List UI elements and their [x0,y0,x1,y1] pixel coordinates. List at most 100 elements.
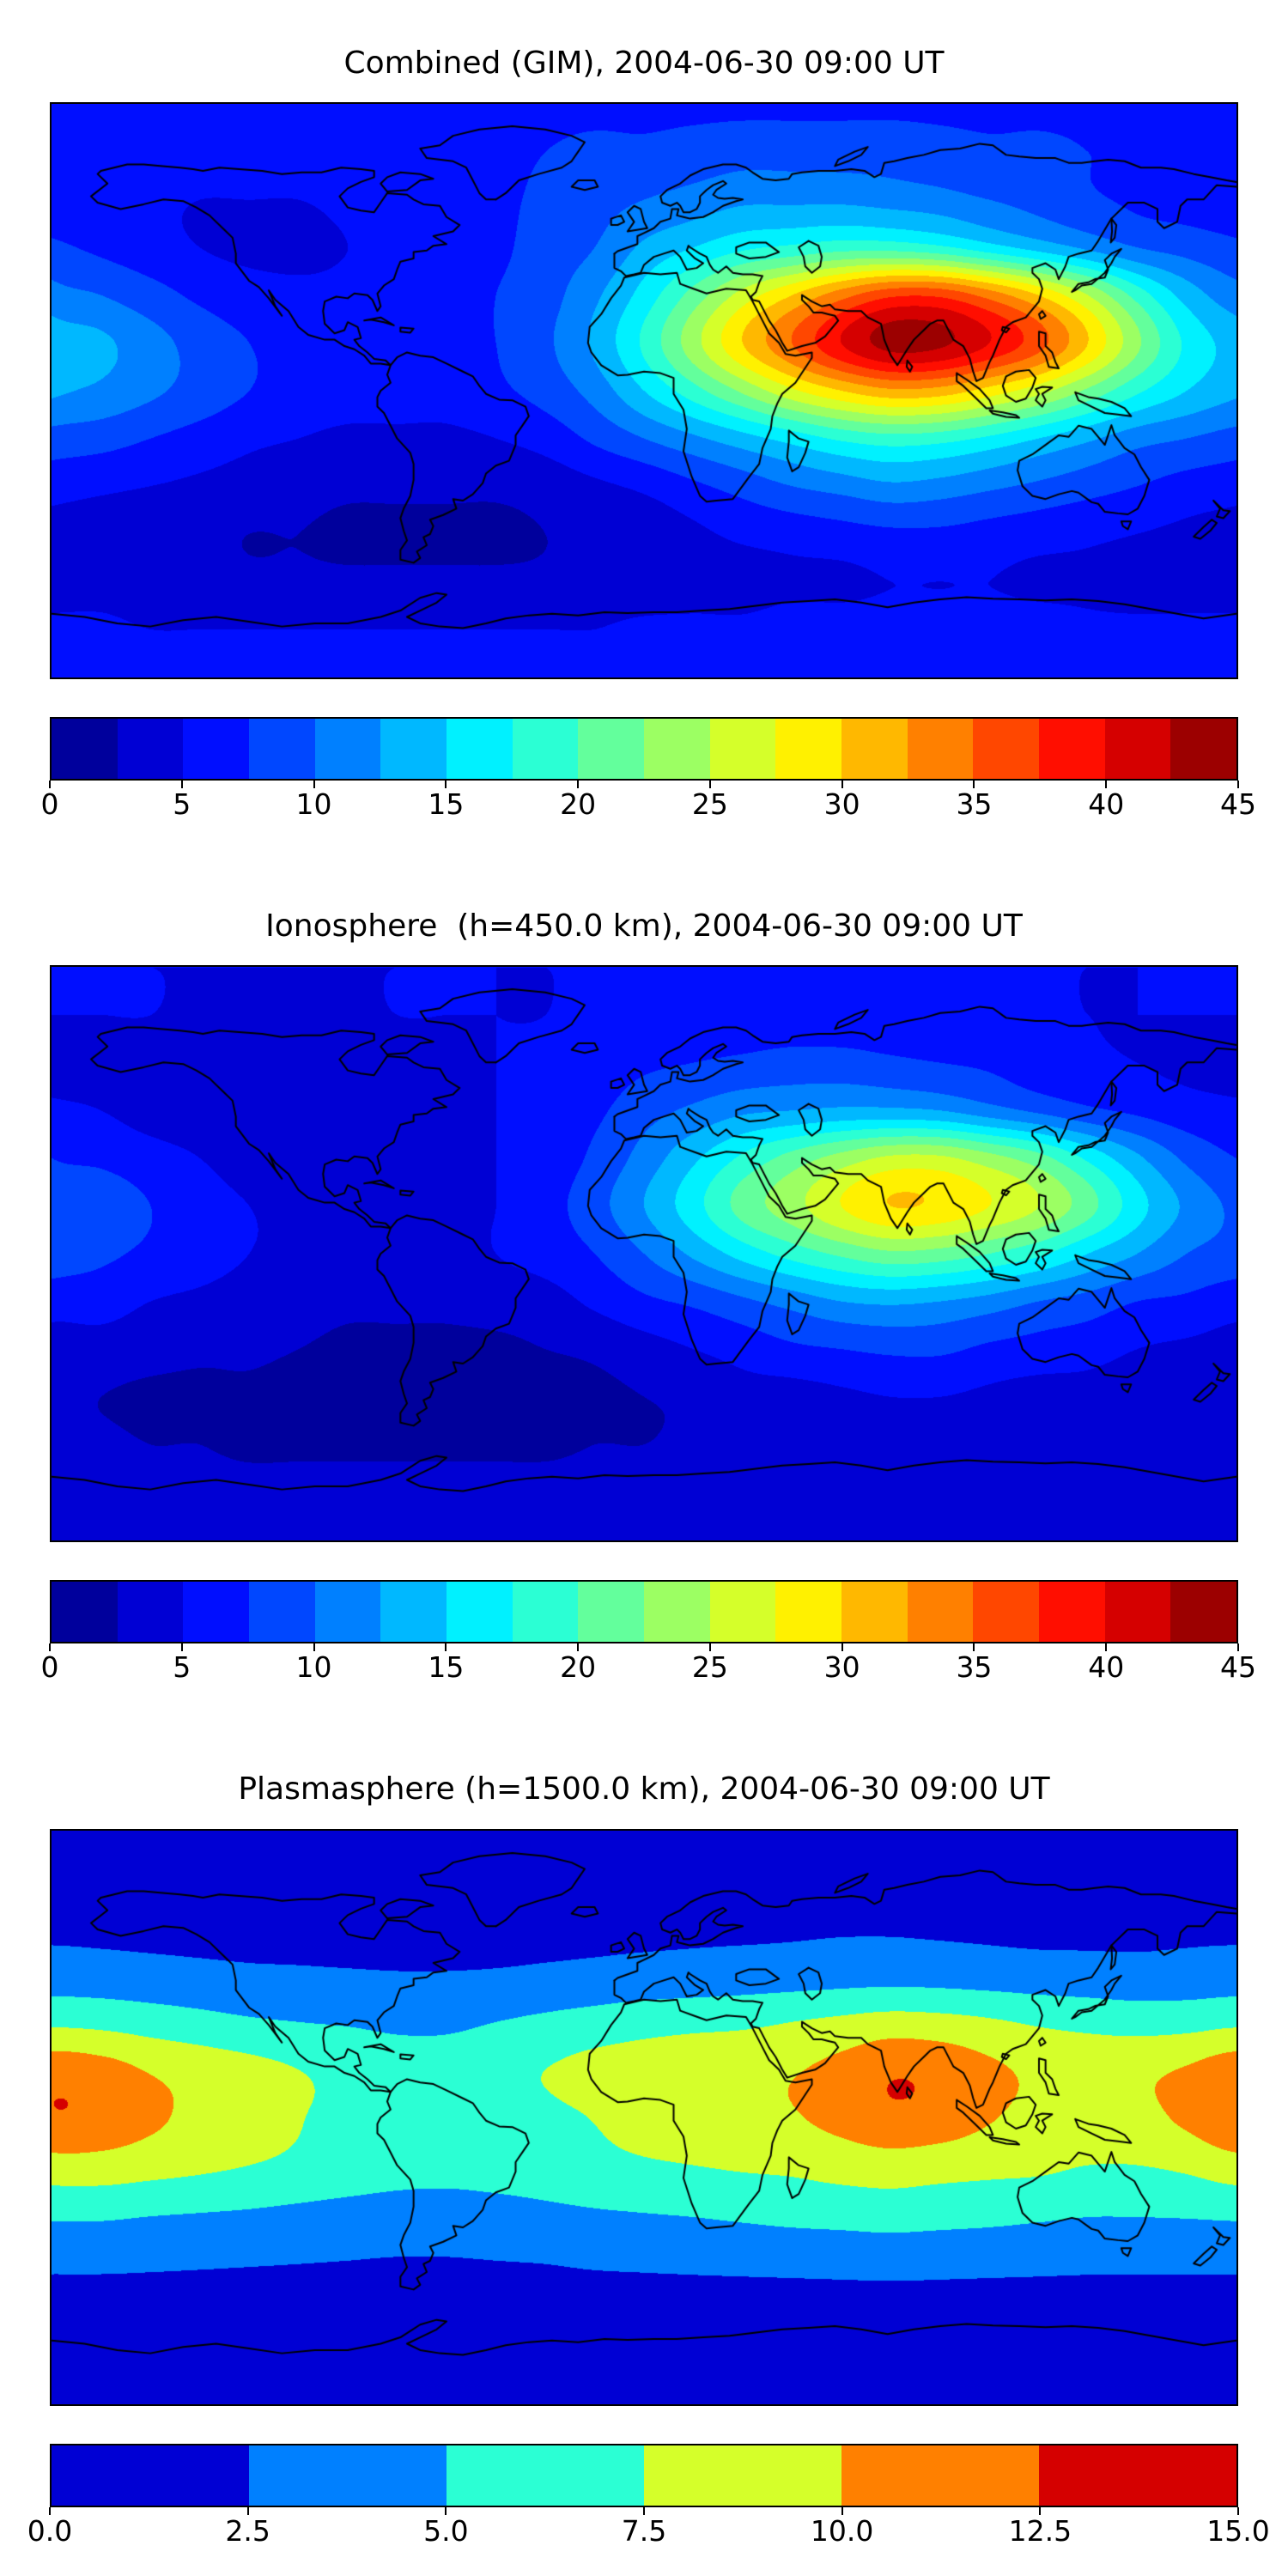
colorbar-combined [50,717,1238,781]
colorbar-tick [708,781,711,789]
colorbar-segment [1039,719,1105,780]
colorbar-segment [447,719,513,780]
colorbar-segment [841,1582,908,1643]
colorbar-tick [246,2506,249,2515]
colorbar-tick-label: 35 [956,1650,993,1685]
colorbar-tick-label: 10 [295,1650,332,1685]
colorbar-tick-label: 45 [1220,1650,1256,1685]
colorbar-tick-label: 15 [428,787,465,822]
colorbar-segment [1104,1582,1171,1643]
colorbar-segment [117,1582,184,1643]
colorbar-tick-label: 20 [560,1650,597,1685]
world-map-canvas-plasmasphere [52,1830,1236,2404]
colorbar-segment [52,719,118,780]
colorbar-plasmasphere [50,2443,1238,2507]
colorbar-segment [973,1582,1040,1643]
colorbar-tick [841,2506,843,2515]
colorbar-tick-label: 25 [691,1650,728,1685]
colorbar-tick [841,1643,843,1652]
colorbar-tick-label: 5 [173,1650,191,1685]
colorbar-segment [314,1582,381,1643]
colorbar-segment [644,719,710,780]
colorbar-tick [445,781,447,789]
colorbar-tick [49,1643,51,1652]
colorbar-tick-label: 40 [1088,1650,1125,1685]
colorbar-tick-label: 12.5 [1008,2513,1072,2548]
colorbar-segment [841,719,908,780]
colorbar-tick [180,781,183,789]
colorbar-tick-label: 5.0 [423,2513,469,2548]
colorbar-tick [577,1643,580,1652]
colorbar-tick-label: 0 [40,787,59,822]
colorbar-tick [445,2506,447,2515]
colorbar-tick [445,1643,447,1652]
colorbar-tick-label: 10 [295,787,332,822]
colorbar-tick [1237,1643,1239,1652]
colorbar-segment [1170,719,1237,780]
colorbar-tick [49,2506,51,2515]
colorbar-tick-label: 40 [1088,787,1125,822]
colorbar-segment [841,2445,1039,2506]
colorbar-tick [1105,1643,1108,1652]
colorbar-segment [447,2445,644,2506]
colorbar-tick-label: 15.0 [1206,2513,1270,2548]
colorbar-tick-label: 7.5 [621,2513,667,2548]
colorbar-tick-label: 25 [691,787,728,822]
colorbar-tick [841,781,843,789]
panel-combined-gim: Combined (GIM), 2004-06-30 09:00 UT 0 5 10… [41,45,1257,825]
colorbar-segment [709,1582,776,1643]
colorbar-tick [973,1643,975,1652]
colorbar-segment [314,719,381,780]
colorbar-tick-label: 0.0 [27,2513,73,2548]
colorbar-segment [775,719,842,780]
colorbar-tick [313,781,315,789]
colorbar-tick [49,781,51,789]
world-map-canvas-combined [52,104,1236,678]
colorbar-segment [512,1582,579,1643]
colorbar-tick-label: 20 [560,787,597,822]
colorbar-labels-plasmasphere: 0.0 2.5 5.0 7.5 10.0 12.5 15.0 [27,2506,1270,2552]
panel-plasmasphere: Plasmasphere (h=1500.0 km), 2004-06-30 0… [27,1771,1270,2552]
colorbar-segment [183,719,250,780]
colorbar-segment [644,1582,710,1643]
colorbar-tick [1105,781,1108,789]
colorbar-tick-label: 10.0 [810,2513,874,2548]
colorbar-tick-label: 35 [956,787,993,822]
colorbar-segment [249,1582,315,1643]
colorbar-tick [1237,2506,1239,2515]
colorbar-segment [512,719,579,780]
map-combined [50,102,1238,680]
colorbar-segment [1039,2445,1236,2506]
colorbar-segment [380,1582,447,1643]
panel-title-combined: Combined (GIM), 2004-06-30 09:00 UT [343,46,945,81]
colorbar-tick-label: 15 [428,1650,465,1685]
panel-title-ionosphere: Ionosphere (h=450.0 km), 2004-06-30 09:0… [265,908,1023,945]
colorbar-ionosphere [50,1580,1238,1644]
colorbar-segment [117,719,184,780]
colorbar-segment [52,1582,118,1643]
colorbar-tick [180,1643,183,1652]
colorbar-tick [313,1643,315,1652]
panel-title-plasmasphere: Plasmasphere (h=1500.0 km), 2004-06-30 0… [238,1771,1050,1807]
colorbar-tick-label: 2.5 [225,2513,270,2548]
colorbar-labels-ionosphere: 0 5 10 15 20 25 30 35 40 45 [41,1643,1256,1688]
colorbar-tick [1039,2506,1042,2515]
map-plasmasphere [50,1828,1238,2406]
colorbar-tick [708,1643,711,1652]
colorbar-tick-label: 30 [823,787,860,822]
colorbar-segment [1039,1582,1105,1643]
colorbar-labels-combined: 0 5 10 15 20 25 30 35 40 45 [41,781,1256,825]
world-map-canvas-ionosphere [52,967,1236,1541]
colorbar-tick-label: 5 [173,787,191,822]
panel-ionosphere: Ionosphere (h=450.0 km), 2004-06-30 09:0… [41,908,1257,1688]
colorbar-segment [775,1582,842,1643]
colorbar-segment [380,719,447,780]
colorbar-tick-label: 30 [823,1650,860,1685]
colorbar-segment [447,1582,513,1643]
colorbar-segment [52,2445,249,2506]
colorbar-segment [1104,719,1171,780]
colorbar-tick [643,2506,645,2515]
colorbar-segment [973,719,1040,780]
colorbar-segment [1170,1582,1237,1643]
